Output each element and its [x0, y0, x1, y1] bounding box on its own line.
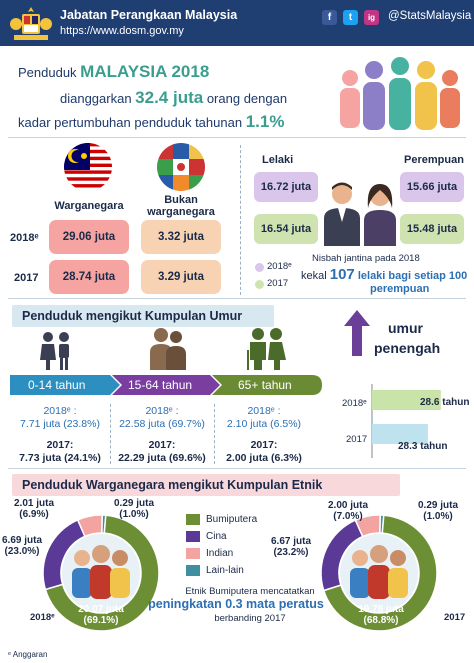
children-icon	[36, 330, 76, 370]
sex-ratio-value: kekal 107 lelaki bagi setiap 100	[301, 266, 467, 283]
man-woman-icon	[320, 178, 402, 246]
headline-line-3: kadar pertumbuhan penduduk tahunan 1.1%	[18, 112, 284, 132]
donut-label-cina: 6.67 juta (23.2%)	[266, 536, 316, 558]
footnote: ᵉ Anggaran	[8, 650, 47, 659]
people-group-icon	[344, 540, 414, 604]
donut-label-lain: 0.29 juta (1.0%)	[104, 498, 164, 520]
divider	[240, 145, 242, 295]
coat-of-arms-icon	[8, 4, 54, 42]
ethnic-note-3: berbanding 2017	[180, 613, 320, 624]
citizen-2018-box: 29.06 juta	[49, 220, 129, 254]
median-title-2: penengah	[374, 340, 440, 356]
median-year: 2018ᵉ	[342, 398, 367, 409]
adults-icon	[146, 326, 190, 370]
age-group-label: 15-64 tahun	[128, 378, 192, 392]
legend-swatch-bumiputera	[186, 514, 200, 525]
citizen-label: Warganegara	[47, 200, 131, 212]
female-label: Perempuan	[404, 154, 464, 166]
divider	[8, 298, 466, 299]
divider	[8, 137, 466, 138]
citizen-row-year: 2017	[14, 272, 38, 284]
noncitizen-2017-box: 3.29 juta	[141, 260, 221, 294]
legend-2017: 2017	[267, 278, 288, 289]
facebook-icon[interactable]: f	[322, 10, 337, 25]
legend-swatch-cina	[186, 531, 200, 542]
donut-label-bumi: 19.78 juta (68.8%)	[350, 604, 412, 626]
noncitizen-2018-box: 3.32 juta	[141, 220, 221, 254]
legend-swatch-indian	[186, 548, 200, 559]
legend-label: Cina	[206, 531, 227, 542]
female-2017-box: 15.48 juta	[400, 214, 464, 244]
legend-swatch-lain-lain	[186, 565, 200, 576]
donut-label-cina: 6.69 juta (23.0%)	[0, 535, 44, 557]
twitter-icon[interactable]: t	[343, 10, 358, 25]
ethnic-note-1: Etnik Bumiputera mencatatkan	[180, 586, 320, 597]
male-label: Lelaki	[262, 154, 293, 166]
population-people-icon	[330, 56, 470, 136]
social-handle[interactable]: @StatsMalaysia	[388, 10, 471, 22]
ethnic-section-title: Penduduk Warganegara mengikut Kumpulan E…	[12, 474, 400, 496]
median-value-label: 28.3 tahun	[398, 441, 447, 452]
donut-label-lain: 0.29 juta (1.0%)	[408, 500, 468, 522]
headline-line-1: Penduduk MALAYSIA 2018	[18, 62, 209, 82]
male-2017-box: 16.54 juta	[254, 214, 318, 244]
org-name: Jabatan Perangkaan Malaysia	[60, 8, 237, 22]
sex-ratio-text: Nisbah jantina pada 2018	[312, 253, 420, 264]
age-15-64-stats: 2018ᵉ : 22.58 juta (69.7%) 2017: 22.29 j…	[110, 405, 214, 465]
age-group-label: 65+ tahun	[238, 378, 292, 392]
instagram-icon[interactable]: ig	[364, 10, 379, 25]
median-value-label: 28.6 tahun	[420, 397, 469, 408]
header-bar	[0, 0, 474, 46]
citizen-2017-box: 28.74 juta	[49, 260, 129, 294]
median-title-1: umur	[388, 320, 423, 336]
ethnic-note-2: peningkatan 0.3 mata peratus	[146, 597, 326, 611]
people-group-icon	[66, 540, 136, 604]
female-2018-box: 15.66 juta	[400, 172, 464, 202]
donut-year: 2018ᵉ	[30, 612, 55, 623]
elderly-icon	[244, 326, 290, 370]
headline-line-2: dianggarkan 32.4 juta orang dengan	[60, 88, 287, 108]
legend-2018: 2018ᵉ	[267, 261, 292, 272]
legend-label: Bumiputera	[206, 514, 257, 525]
citizen-row-year: 2018ᵉ	[10, 232, 39, 244]
donut-label-indian: 2.00 juta (7.0%)	[320, 500, 376, 522]
legend-label: Lain-lain	[206, 565, 244, 576]
age-group-label: 0-14 tahun	[28, 378, 85, 392]
legend-dot-2018	[255, 263, 264, 272]
divider	[8, 468, 466, 469]
website-link[interactable]: https://www.dosm.gov.my	[60, 25, 184, 37]
age-0-14-stats: 2018ᵉ : 7.71 juta (23.8%) 2017: 7.73 jut…	[10, 405, 110, 465]
malaysia-flag-icon	[64, 143, 112, 191]
noncitizen-label: Bukan warganegara	[141, 194, 221, 218]
age-section-title: Penduduk mengikut Kumpulan Umur	[12, 305, 274, 327]
donut-label-indian: 2.01 juta (6.9%)	[4, 498, 64, 520]
arrow-up-icon	[344, 310, 370, 356]
age-65-plus-stats: 2018ᵉ : 2.10 juta (6.5%) 2017: 2.00 juta…	[216, 405, 312, 465]
sex-ratio-end: perempuan	[370, 283, 429, 295]
legend-dot-2017	[255, 280, 264, 289]
donut-year: 2017	[444, 612, 465, 623]
legend-label: Indian	[206, 548, 233, 559]
median-year: 2017	[346, 434, 367, 445]
world-flags-icon	[157, 143, 205, 191]
donut-label-bumi: 20.07 juta (69.1%)	[70, 604, 132, 626]
male-2018-box: 16.72 juta	[254, 172, 318, 202]
